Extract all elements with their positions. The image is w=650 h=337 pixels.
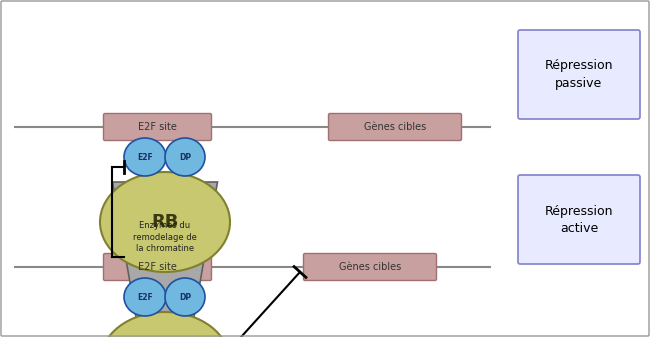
Text: E2F site: E2F site <box>138 262 176 272</box>
Ellipse shape <box>165 138 205 176</box>
Ellipse shape <box>124 138 166 176</box>
Ellipse shape <box>124 278 166 316</box>
Text: Gènes cibles: Gènes cibles <box>339 262 401 272</box>
Ellipse shape <box>165 278 205 316</box>
FancyBboxPatch shape <box>518 30 640 119</box>
Text: Gènes cibles: Gènes cibles <box>364 122 426 132</box>
Text: DP: DP <box>179 153 191 161</box>
FancyBboxPatch shape <box>328 114 462 141</box>
Text: RB: RB <box>151 213 179 231</box>
FancyBboxPatch shape <box>518 175 640 264</box>
Ellipse shape <box>100 312 230 337</box>
Text: E2F: E2F <box>137 153 153 161</box>
Text: DP: DP <box>179 293 191 302</box>
Text: Répression
passive: Répression passive <box>545 60 613 91</box>
Ellipse shape <box>100 172 230 272</box>
FancyBboxPatch shape <box>103 253 211 280</box>
FancyBboxPatch shape <box>304 253 437 280</box>
Polygon shape <box>112 182 218 317</box>
Text: Répression
active: Répression active <box>545 205 613 236</box>
Text: E2F site: E2F site <box>138 122 176 132</box>
Text: E2F: E2F <box>137 293 153 302</box>
FancyBboxPatch shape <box>103 114 211 141</box>
Text: Enzymes du
remodelage de
la chromatine: Enzymes du remodelage de la chromatine <box>133 221 197 253</box>
